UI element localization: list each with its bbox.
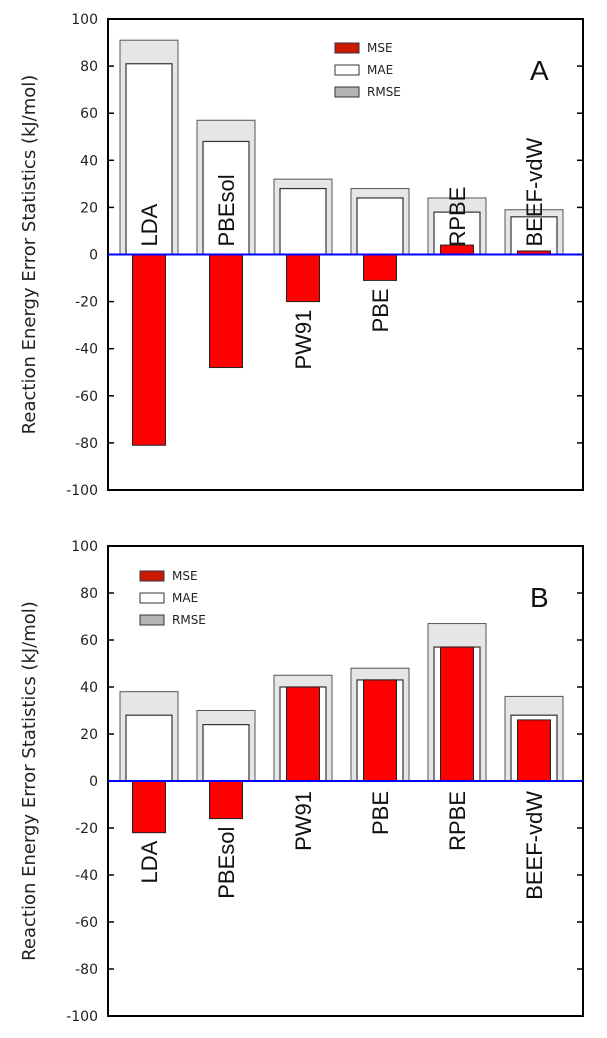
category-label: LDA bbox=[137, 840, 162, 883]
y-tick-label: 100 bbox=[71, 12, 98, 28]
mae-bar bbox=[202, 723, 250, 782]
legend-label-mae: MAE bbox=[367, 63, 393, 77]
y-tick-label: 40 bbox=[80, 680, 98, 696]
mse-bar bbox=[132, 254, 166, 446]
mse-bar bbox=[209, 780, 243, 820]
legend-label-rmse: RMSE bbox=[172, 613, 206, 627]
mse-bar bbox=[209, 254, 243, 369]
category-label: PBE bbox=[368, 791, 393, 835]
category-label: PBE bbox=[368, 288, 393, 332]
y-tick-label: -20 bbox=[75, 295, 98, 311]
y-tick-label: 60 bbox=[80, 106, 98, 122]
legend-label-rmse: RMSE bbox=[367, 85, 401, 99]
mse-bar bbox=[286, 686, 320, 782]
category-label: BEEF-vdW bbox=[522, 791, 547, 900]
panel-label: A bbox=[530, 55, 549, 86]
y-tick-label: 40 bbox=[80, 153, 98, 169]
y-tick-label: 60 bbox=[80, 633, 98, 649]
category-label: PBEsol bbox=[214, 174, 239, 246]
y-tick-label: 0 bbox=[89, 248, 98, 264]
category-label: RPBE bbox=[445, 187, 470, 247]
y-axis-label: Reaction Energy Error Statistics (kJ/mol… bbox=[19, 75, 40, 435]
chart-panel-a: 100 80 60 40 20 0 -20 -40 -60 -80 -100 Reaction Ene… bbox=[19, 12, 584, 499]
mae-bar bbox=[279, 187, 327, 256]
legend-swatch-mse bbox=[139, 570, 165, 582]
legend-swatch-rmse bbox=[139, 614, 165, 626]
mse-bar bbox=[440, 646, 474, 782]
y-tick-label: 80 bbox=[80, 586, 98, 602]
chart-panel-b: 100 80 60 40 20 0 -20 -40 -60 -80 -100 Reaction Ene… bbox=[19, 539, 584, 1025]
legend-label-mse: MSE bbox=[172, 569, 198, 583]
y-tick-label: -60 bbox=[75, 389, 98, 405]
mse-bar bbox=[363, 254, 397, 281]
y-tick-label: 0 bbox=[89, 774, 98, 790]
legend-label-mse: MSE bbox=[367, 41, 393, 55]
y-tick-label: -40 bbox=[75, 868, 98, 884]
mse-bar bbox=[517, 719, 551, 782]
legend-label-mae: MAE bbox=[172, 591, 198, 605]
category-label: PBEsol bbox=[214, 827, 239, 899]
legend-swatch-mae bbox=[139, 592, 165, 604]
y-axis-label: Reaction Energy Error Statistics (kJ/mol… bbox=[19, 601, 40, 961]
y-tick-label: -40 bbox=[75, 342, 98, 358]
mse-bar bbox=[363, 679, 397, 782]
legend-swatch-rmse bbox=[334, 86, 360, 98]
y-tick-label: 20 bbox=[80, 200, 98, 216]
y-tick-label: -20 bbox=[75, 821, 98, 837]
legend-swatch-mae bbox=[334, 64, 360, 76]
mae-bar bbox=[125, 63, 173, 256]
y-tick-label: -100 bbox=[66, 483, 98, 499]
mse-bar bbox=[286, 254, 320, 303]
category-label: PW91 bbox=[291, 791, 316, 851]
category-label: BEEF-vdW bbox=[522, 137, 547, 246]
panel-label: B bbox=[530, 582, 549, 613]
y-tick-label: -80 bbox=[75, 962, 98, 978]
legend-swatch-mse bbox=[334, 42, 360, 54]
mae-bar bbox=[202, 140, 250, 256]
y-tick-label: -60 bbox=[75, 915, 98, 931]
mae-bar bbox=[356, 197, 404, 256]
y-tick-label: -80 bbox=[75, 436, 98, 452]
mae-bar bbox=[125, 714, 173, 782]
category-label: LDA bbox=[137, 203, 162, 246]
y-tick-label: 80 bbox=[80, 59, 98, 75]
y-tick-label: -100 bbox=[66, 1009, 98, 1025]
y-tick-label: 20 bbox=[80, 727, 98, 743]
category-label: RPBE bbox=[445, 791, 470, 851]
category-label: PW91 bbox=[291, 310, 316, 370]
mse-bar bbox=[132, 780, 166, 834]
y-tick-label: 100 bbox=[71, 539, 98, 555]
